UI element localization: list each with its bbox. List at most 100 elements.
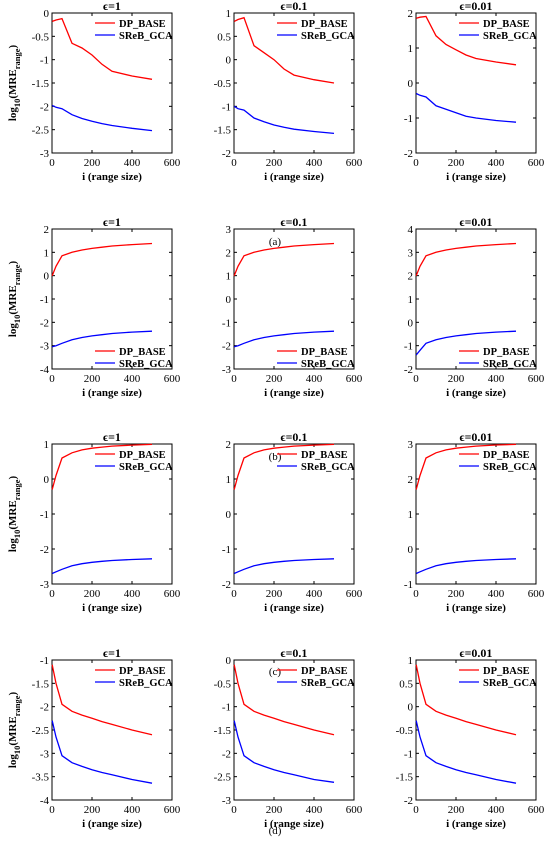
subplot-title: ϵ=0.01 [460, 0, 493, 13]
y-axis-label-part: range [12, 48, 22, 69]
legend-label: DP_BASE [483, 19, 530, 30]
series-line-sreb-gca [415, 720, 517, 784]
y-tick-label: 0 [408, 702, 414, 714]
x-tick-label: 400 [124, 157, 141, 169]
legend-label: DP_BASE [119, 347, 166, 358]
series-line-sreb-gca [51, 720, 153, 784]
x-tick-label: 0 [413, 588, 419, 600]
row-label-d: (d) [269, 825, 282, 837]
subplot-title: ϵ=1 [103, 215, 121, 229]
y-tick-label: -3 [222, 364, 232, 376]
x-tick-label: 200 [84, 373, 101, 385]
x-tick-label: 200 [266, 588, 283, 600]
series-line-dp-base [51, 17, 153, 80]
row-label-a: (a) [269, 236, 282, 248]
subplot-title: ϵ=0.1 [281, 215, 308, 229]
y-tick-label: -2 [404, 364, 413, 376]
series-line-sreb-gca [233, 105, 335, 135]
y-tick-label: -2 [404, 795, 413, 807]
subplot-a-2: 0 200 400 600 -2 -1.5 -1 -0.5 0 0.5 1 ϵ=0.1 i (range… [214, 0, 363, 183]
y-tick-label: 2 [408, 271, 414, 283]
y-tick-label: -1 [40, 294, 49, 306]
x-tick-label: 0 [231, 588, 237, 600]
legend-label: SReB_GCA [301, 359, 355, 370]
subplot-title: ϵ=0.01 [460, 646, 493, 660]
y-tick-label: 1 [408, 43, 414, 55]
legend-label: DP_BASE [119, 666, 166, 677]
x-tick-label: 200 [448, 588, 465, 600]
subplot-title: ϵ=0.01 [460, 215, 493, 229]
legend-label: DP_BASE [483, 666, 530, 677]
x-tick-label: 600 [528, 373, 545, 385]
legend-label: DP_BASE [119, 450, 166, 461]
x-tick-label: 400 [488, 373, 505, 385]
y-axis-label-part: 10 [12, 315, 22, 324]
legend-label: DP_BASE [301, 347, 348, 358]
y-tick-label: 2 [226, 247, 232, 259]
x-tick-label: 200 [266, 157, 283, 169]
y-tick-label: 0 [226, 294, 232, 306]
y-tick-label: -1 [40, 509, 49, 521]
y-tick-label: 3 [408, 247, 414, 259]
y-tick-label: 1 [408, 294, 414, 306]
y-tick-label: -0.5 [214, 78, 232, 90]
y-tick-label: -1.5 [32, 78, 50, 90]
x-tick-label: 0 [413, 373, 419, 385]
subplot-title: ϵ=0.1 [281, 0, 308, 13]
x-tick-label: 0 [231, 157, 237, 169]
x-axis-label: i (range size) [446, 387, 506, 399]
y-axis-label-part: 10 [12, 530, 22, 539]
y-axis-label-part: range [12, 479, 22, 500]
y-tick-label: 4 [408, 224, 414, 236]
y-tick-label: -1.5 [32, 678, 50, 690]
y-axis-label-part: (MRE [7, 285, 19, 314]
y-tick-label: -4 [40, 795, 50, 807]
series-line-sreb-gca [234, 330, 335, 348]
y-axis-label-part: 10 [12, 99, 22, 108]
series-line-sreb-gca [415, 330, 517, 356]
x-tick-label: 600 [164, 157, 181, 169]
series-line-sreb-gca [51, 104, 153, 132]
y-axis-label-part: log [7, 323, 19, 338]
legend-label: SReB_GCA [483, 31, 537, 42]
y-tick-label: 3 [408, 439, 414, 451]
y-axis-label-part: (MRE [7, 69, 19, 98]
x-tick-label: 200 [448, 804, 465, 816]
y-axis-label-part: log [7, 754, 19, 769]
y-axis-label: log10(MRErange) [7, 476, 22, 553]
y-tick-label: 1 [408, 655, 414, 667]
x-tick-label: 0 [49, 588, 55, 600]
y-tick-label: -2 [40, 544, 49, 556]
y-axis-label-part: ) [7, 45, 19, 49]
y-tick-label: -0.5 [396, 725, 414, 737]
y-tick-label: 0 [44, 474, 50, 486]
subplot-a-3: 0 200 400 600 -2 -1 0 1 2 ϵ=0.01 i (range size) DP_… [404, 0, 545, 183]
x-tick-label: 0 [49, 157, 55, 169]
subplot-title: ϵ=0.1 [281, 646, 308, 660]
series-line-dp-base [233, 664, 335, 736]
x-axis-label: i (range size) [264, 387, 324, 399]
y-tick-label: -1.5 [214, 725, 232, 737]
x-tick-label: 400 [306, 373, 323, 385]
x-tick-label: 400 [306, 157, 323, 169]
legend-label: SReB_GCA [301, 678, 355, 689]
legend-label: DP_BASE [301, 666, 348, 677]
y-tick-label: 0 [408, 544, 414, 556]
x-tick-label: 0 [413, 157, 419, 169]
subplot-title: ϵ=0.1 [281, 430, 308, 444]
y-tick-label: 0 [44, 8, 50, 20]
y-tick-label: -1 [404, 748, 413, 760]
series-line-sreb-gca [415, 558, 517, 575]
legend-label: DP_BASE [301, 450, 348, 461]
subplot-d-2: 0 200 400 600 -3 -2.5 -2 -1.5 -1 -0.5 0 ϵ=0.1 i (ran… [214, 646, 363, 830]
y-axis-label-part: range [12, 264, 22, 285]
y-tick-label: -2 [404, 148, 413, 160]
y-axis-label-part: (MRE [7, 716, 19, 745]
y-tick-label: -1.5 [396, 772, 414, 784]
x-axis-label: i (range size) [82, 171, 142, 183]
row-label-c: (c) [269, 666, 282, 678]
y-tick-label: -2 [40, 702, 49, 714]
series-line-dp-base [51, 664, 153, 736]
x-tick-label: 200 [84, 804, 101, 816]
